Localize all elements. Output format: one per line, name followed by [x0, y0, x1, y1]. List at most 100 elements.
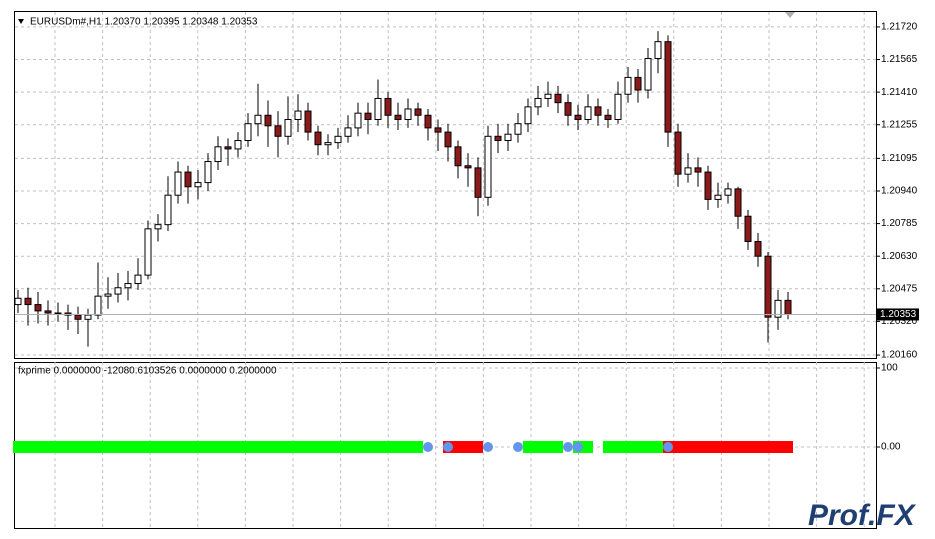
candle-body — [714, 194, 722, 200]
state-segment — [233, 441, 243, 454]
candle-body — [354, 112, 362, 129]
state-segment — [643, 441, 653, 454]
state-segment — [313, 441, 323, 454]
signal-dot — [573, 442, 583, 453]
candle-body — [704, 171, 712, 200]
candle-body — [604, 114, 612, 120]
state-segment — [753, 441, 763, 454]
state-segment — [383, 441, 393, 454]
state-segment — [323, 441, 333, 454]
state-segment — [143, 441, 153, 454]
candle-body — [624, 76, 632, 95]
candle-body — [344, 127, 352, 137]
state-segment — [473, 441, 483, 454]
candle-body — [394, 114, 402, 120]
indicator-title: fxprime 0.0000000 -12080.6103526 0.00000… — [18, 366, 277, 377]
state-segment — [363, 441, 373, 454]
state-segment — [293, 441, 303, 454]
candle-body — [614, 93, 622, 120]
candle-body — [534, 97, 542, 108]
y-tick-label: 0.00 — [881, 442, 901, 453]
candle-body — [784, 299, 792, 315]
state-segment — [33, 441, 43, 454]
candle-body — [724, 188, 732, 196]
shift-marker — [785, 12, 795, 18]
state-segment — [673, 441, 683, 454]
candle-body — [124, 283, 132, 289]
y-tick-label: 1.20320 — [881, 316, 918, 327]
candle-body — [234, 140, 242, 150]
state-segment — [453, 441, 463, 454]
state-segment — [223, 441, 233, 454]
candle-body — [564, 102, 572, 116]
candle-body — [134, 274, 142, 285]
candle-body — [634, 76, 642, 91]
candle-body — [84, 314, 92, 320]
candle-body — [734, 188, 742, 217]
candle-body — [274, 125, 282, 137]
state-segment — [543, 441, 553, 454]
state-segment — [53, 441, 63, 454]
menu-arrow[interactable] — [18, 19, 24, 24]
candle-body — [324, 142, 332, 146]
y-tick-label: 1.20940 — [881, 186, 918, 197]
state-segment — [23, 441, 33, 454]
candle-body — [164, 194, 172, 226]
candle-body — [254, 114, 262, 125]
signal-dot — [513, 442, 523, 453]
state-segment — [123, 441, 133, 454]
state-segment — [413, 441, 423, 454]
state-segment — [193, 441, 203, 454]
state-segment — [773, 441, 783, 454]
chart-title: EURUSDm#,H1 1.20370 1.20395 1.20348 1.20… — [30, 17, 258, 28]
candle-body — [204, 161, 212, 184]
state-segment — [273, 441, 283, 454]
candle-body — [694, 167, 702, 173]
state-segment — [43, 441, 53, 454]
state-segment — [163, 441, 173, 454]
candle-body — [404, 108, 412, 120]
candle-body — [14, 297, 22, 306]
candle-body — [364, 112, 372, 120]
candle-body — [594, 106, 602, 116]
state-segment — [713, 441, 723, 454]
y-tick-label: 1.21095 — [881, 153, 918, 164]
candle-body — [504, 133, 512, 142]
watermark: Prof.FX — [808, 499, 917, 532]
state-segment — [613, 441, 623, 454]
candle-body — [34, 304, 42, 312]
state-segment — [693, 441, 703, 454]
y-tick-label: 100 — [881, 363, 898, 374]
candle-body — [514, 123, 522, 135]
candle-body — [294, 110, 302, 120]
candle-body — [644, 57, 652, 91]
y-tick-label: 1.21255 — [881, 119, 918, 130]
state-segment — [73, 441, 83, 454]
state-segment — [83, 441, 93, 454]
candle-body — [554, 93, 562, 104]
candle-body — [444, 131, 452, 148]
state-segment — [353, 441, 363, 454]
candle-body — [224, 146, 232, 150]
state-segment — [333, 441, 343, 454]
candle-body — [194, 182, 202, 188]
state-segment — [683, 441, 693, 454]
state-segment — [623, 441, 633, 454]
signal-dot — [563, 442, 573, 453]
state-segment — [553, 441, 563, 454]
candle-body — [214, 146, 222, 163]
signal-dot — [483, 442, 493, 453]
signal-dot — [443, 442, 453, 453]
candle-body — [334, 135, 342, 144]
state-segment — [63, 441, 73, 454]
y-tick-label: 1.20630 — [881, 251, 918, 262]
candle-body — [74, 314, 82, 320]
candle-body — [454, 146, 462, 167]
candle-body — [664, 41, 672, 133]
candle-body — [464, 165, 472, 169]
y-tick-label: 1.20785 — [881, 218, 918, 229]
y-tick-label: 1.21410 — [881, 87, 918, 98]
candle-body — [284, 118, 292, 137]
state-segment — [153, 441, 163, 454]
candle-body — [544, 93, 552, 99]
